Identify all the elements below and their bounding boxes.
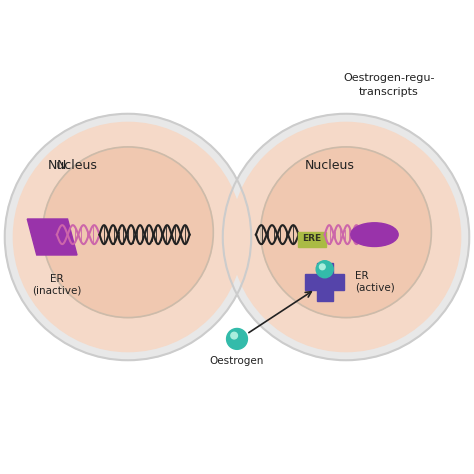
Circle shape <box>43 147 213 318</box>
Text: ERE: ERE <box>302 235 321 243</box>
Text: Nucleus: Nucleus <box>47 159 97 173</box>
Text: ER
(active): ER (active) <box>356 271 395 293</box>
Text: Nucleus: Nucleus <box>304 159 355 173</box>
Circle shape <box>316 261 333 278</box>
FancyBboxPatch shape <box>317 263 333 301</box>
FancyBboxPatch shape <box>306 274 344 290</box>
Circle shape <box>231 332 237 339</box>
Text: Oestrogen: Oestrogen <box>210 356 264 366</box>
Circle shape <box>261 147 431 318</box>
Circle shape <box>231 122 461 352</box>
Circle shape <box>319 264 325 270</box>
Circle shape <box>227 328 247 349</box>
Circle shape <box>223 114 469 360</box>
Circle shape <box>13 122 243 352</box>
Text: Oestrogen-regu-
transcripts: Oestrogen-regu- transcripts <box>343 73 435 97</box>
Polygon shape <box>27 219 77 255</box>
Ellipse shape <box>351 223 398 246</box>
FancyBboxPatch shape <box>298 232 326 247</box>
Text: N: N <box>57 159 66 173</box>
Circle shape <box>5 114 251 360</box>
Text: ER
(inactive): ER (inactive) <box>32 274 82 296</box>
